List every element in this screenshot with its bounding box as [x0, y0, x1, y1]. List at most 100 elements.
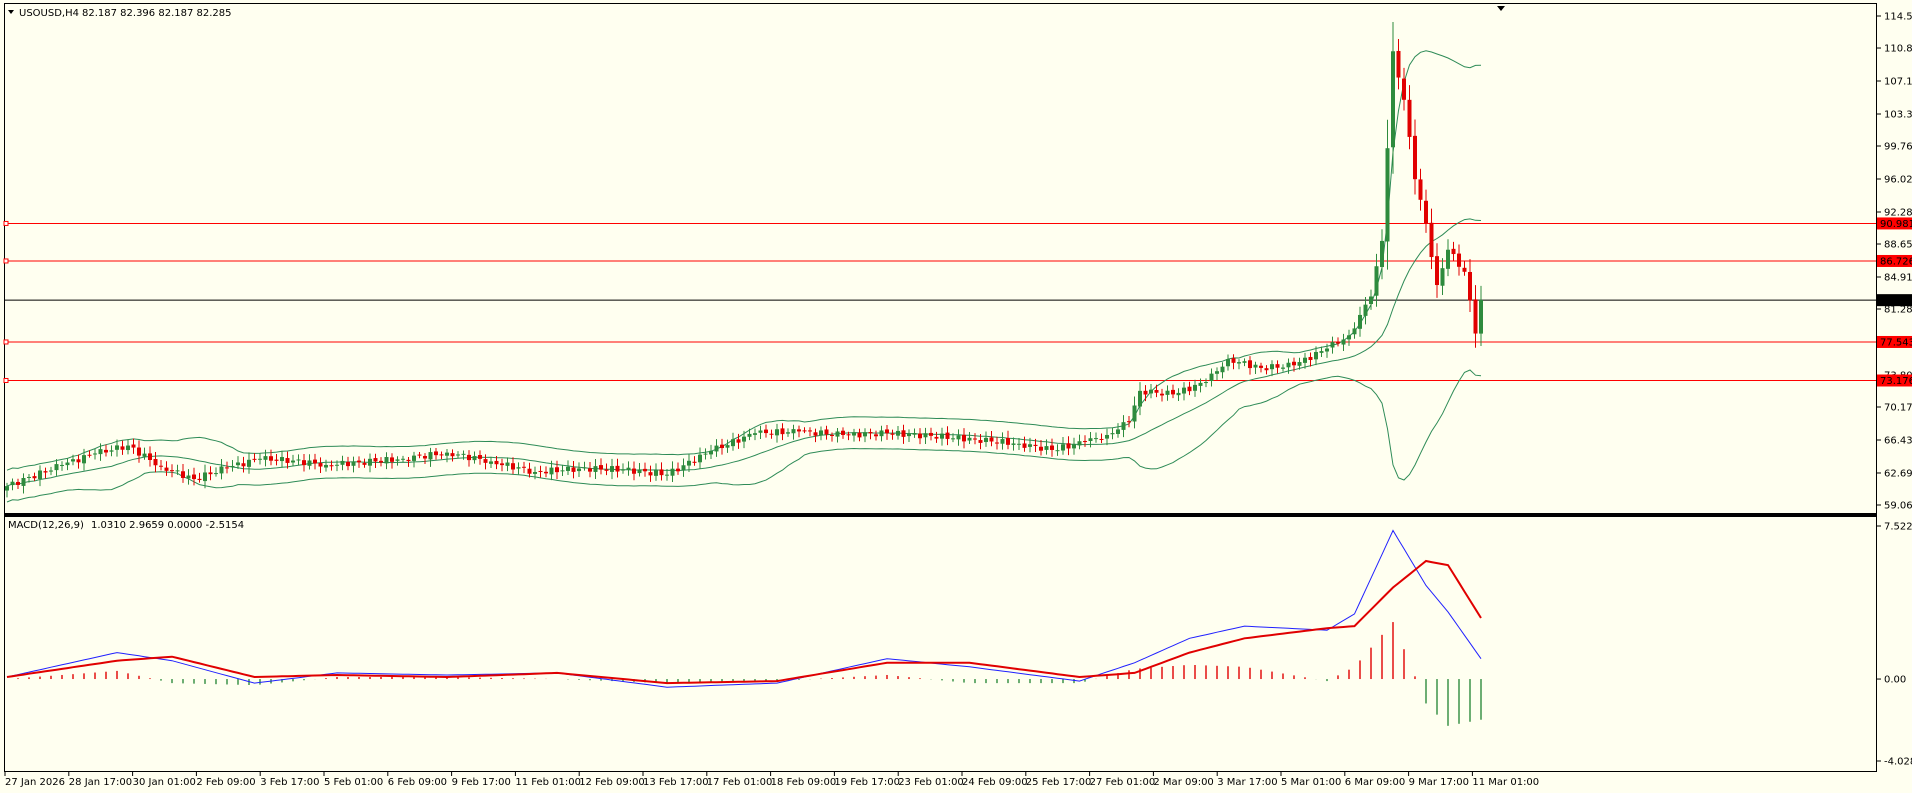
macd-tick-label: 0.00 [1884, 675, 1906, 686]
symbol-dropdown-icon[interactable] [8, 10, 14, 14]
candle-body [1226, 359, 1230, 367]
candle-body [32, 476, 37, 479]
candle-body [758, 430, 763, 433]
candle-body [907, 433, 911, 437]
candle-body [307, 460, 312, 466]
candle-body [885, 429, 889, 434]
price-tick-label: 114.50 [1884, 12, 1912, 23]
time-tick-label: 3 Feb 17:00 [260, 777, 319, 788]
price-tick-label: 84.910 [1884, 272, 1912, 283]
candle-body [775, 429, 779, 436]
candle-body [170, 470, 174, 472]
candle-body [593, 466, 598, 472]
level-price-label: 86.726 [1880, 256, 1912, 267]
candle-body [236, 462, 240, 466]
candle-body [1099, 438, 1104, 440]
candle-body [1270, 364, 1274, 370]
candle-body [1363, 304, 1368, 316]
shift-marker-icon[interactable] [1497, 6, 1505, 11]
candle-body [395, 459, 400, 461]
candle-body [247, 459, 251, 467]
candle-body [1308, 356, 1313, 360]
candle-body [753, 433, 757, 435]
current-price-tag [1877, 294, 1912, 307]
price-axis[interactable]: 114.50 110.87 107.13 103.39 99.760 96.020 92.2… [1877, 12, 1912, 512]
candle-body [406, 459, 411, 462]
candle-body [153, 459, 158, 466]
candle-body [1160, 393, 1164, 396]
candle-body [1275, 364, 1280, 368]
candle-body [274, 459, 279, 461]
candle-body [1198, 382, 1203, 386]
time-tick-label: 5 Mar 01:00 [1281, 777, 1341, 788]
candle-body [566, 466, 570, 471]
macd-subwindow-frame [4, 516, 1877, 772]
horizontal-levels[interactable] [3, 220, 1876, 383]
candle-body [489, 461, 493, 464]
candle-body [54, 464, 59, 471]
time-tick-label: 27 Feb 01:00 [1090, 777, 1156, 788]
candle-body [1248, 360, 1252, 369]
price-tick-label: 62.690 [1884, 468, 1912, 479]
candle-body [610, 466, 614, 472]
candle-body [599, 465, 603, 470]
candle-body [115, 445, 119, 450]
candle-body [973, 438, 977, 440]
candle-body [604, 469, 609, 471]
candle-body [505, 462, 510, 466]
candle-body [1176, 392, 1181, 396]
candle-body [1105, 434, 1109, 439]
time-tick-label: 17 Feb 01:00 [707, 777, 773, 788]
candle-body [632, 468, 636, 474]
candle-body [1325, 348, 1329, 352]
candle-body [467, 454, 471, 461]
time-axis[interactable]: 27 Jan 2026 28 Jan 17:00 30 Jan 01:00 2 Feb… [4, 772, 1539, 788]
candle-body [1044, 446, 1049, 450]
candle-body [1457, 253, 1461, 267]
ohlc-header: 82.187 82.396 82.187 82.285 [82, 8, 232, 19]
candle-body [918, 433, 922, 439]
candle-body [318, 462, 323, 467]
candle-body [527, 468, 532, 474]
candle-body [1077, 441, 1082, 446]
candle-body [98, 449, 103, 455]
candle-body [263, 456, 268, 460]
candle-body [967, 437, 972, 441]
candle-body [1336, 342, 1340, 344]
candle-body [357, 460, 361, 463]
candle-body [434, 451, 438, 456]
candle-body [846, 434, 851, 436]
macd-indicator [6, 529, 1482, 726]
candle-body [1358, 314, 1362, 329]
candle-body [714, 445, 719, 452]
candle-body [439, 454, 444, 456]
candle-body [478, 455, 482, 459]
candle-body [643, 468, 647, 472]
candle-body [351, 461, 356, 466]
time-tick-label: 28 Jan 17:00 [69, 777, 132, 788]
candle-body [1204, 382, 1208, 384]
candle-body [384, 457, 389, 464]
price-tick-label: 110.87 [1884, 44, 1912, 55]
candle-body [120, 446, 125, 450]
level-price-tag [1877, 374, 1912, 387]
level-price-tag [1877, 217, 1912, 230]
candle-body [1451, 248, 1456, 255]
price-tick-label: 70.170 [1884, 403, 1912, 414]
symbol-header: USOUSD,H4 [19, 8, 79, 19]
candle-body [1281, 367, 1285, 369]
candle-body [1220, 366, 1225, 373]
candle-body [1446, 249, 1450, 269]
candle-body [670, 468, 675, 476]
candle-body [984, 437, 988, 443]
candle-body [1264, 368, 1269, 371]
candle-body [742, 436, 746, 442]
candle-body [1429, 222, 1434, 258]
candle-body [483, 459, 488, 463]
candle-body [945, 432, 950, 439]
time-tick-label: 9 Feb 17:00 [452, 777, 511, 788]
candle-body [148, 453, 152, 461]
candle-body [786, 432, 790, 434]
time-tick-label: 5 Feb 01:00 [324, 777, 383, 788]
